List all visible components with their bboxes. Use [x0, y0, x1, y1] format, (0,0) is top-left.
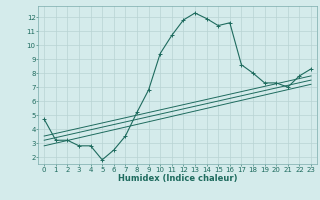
- X-axis label: Humidex (Indice chaleur): Humidex (Indice chaleur): [118, 174, 237, 183]
